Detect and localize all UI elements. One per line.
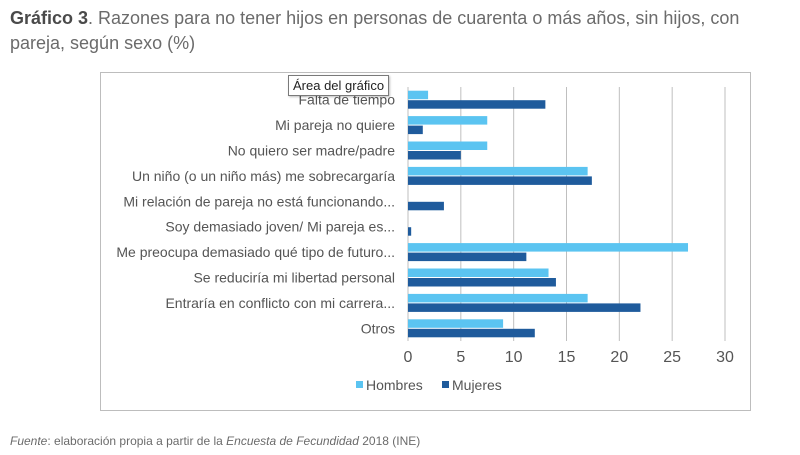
bar-mujeres	[408, 151, 461, 160]
category-label: Mi relación de pareja no está funcionand…	[123, 193, 395, 209]
bar-mujeres	[408, 227, 412, 236]
x-tick-label: 20	[610, 349, 628, 366]
bar-hombres	[408, 268, 549, 277]
bar-mujeres	[408, 278, 556, 287]
x-tick-label: 30	[716, 349, 734, 366]
category-label: Entraría en conflicto con mi carrera...	[165, 295, 395, 311]
chart-title: Gráfico 3. Razones para no tener hijos e…	[10, 6, 795, 56]
bar-hombres	[408, 293, 588, 303]
chart-area[interactable]: 0 5 10 15 20 25 30 Falta de tiempo Mi pareja no …	[100, 72, 751, 411]
bar-mujeres	[408, 100, 546, 109]
bar-hombres	[408, 141, 488, 150]
title-text: . Razones para no tener hijos en persona…	[10, 8, 740, 53]
source-note: Fuente: elaboración propia a partir de l…	[10, 434, 420, 448]
title-prefix: Gráfico 3	[10, 8, 89, 28]
bar-mujeres	[408, 328, 535, 338]
bar-hombres	[408, 166, 588, 176]
bar-mujeres	[408, 303, 641, 312]
x-tick-label: 0	[404, 349, 413, 366]
legend-label-mujeres: Mujeres	[452, 377, 502, 393]
bar-hombres	[408, 319, 504, 328]
x-tick-label: 15	[558, 349, 576, 366]
category-label: Me preocupa demasiado qué tipo de futuro…	[116, 244, 395, 260]
x-tick-label: 25	[663, 349, 681, 366]
category-label: No quiero ser madre/padre	[228, 143, 396, 159]
bar-mujeres	[408, 176, 592, 185]
category-label: Se reduciría mi libertad personal	[193, 270, 395, 286]
x-tick-label: 5	[456, 349, 465, 366]
legend-label-hombres: Hombres	[366, 377, 423, 393]
category-label: Un niño (o un niño más) me sobrecargaría	[132, 168, 395, 184]
bar-hombres	[408, 116, 488, 125]
bar-mujeres	[408, 201, 444, 211]
category-label: Soy demasiado joven/ Mi pareja es...	[165, 219, 395, 235]
legend-swatch-hombres	[356, 381, 363, 388]
bar-mujeres	[408, 252, 527, 262]
legend-swatch-mujeres	[442, 381, 449, 388]
bar-hombres	[408, 243, 689, 252]
chart-area-tooltip: Área del gráfico	[288, 75, 390, 96]
bar-mujeres	[408, 125, 423, 135]
source-label: Fuente	[10, 434, 48, 448]
source-survey: Encuesta de Fecundidad	[226, 434, 359, 448]
category-label: Mi pareja no quiere	[275, 117, 395, 133]
source-text-2: 2018 (INE)	[358, 434, 421, 448]
category-label: Otros	[361, 320, 395, 336]
x-tick-label: 10	[505, 349, 523, 366]
bar-hombres	[408, 90, 429, 100]
source-text-1: : elaboración propia a partir de la	[47, 434, 227, 448]
